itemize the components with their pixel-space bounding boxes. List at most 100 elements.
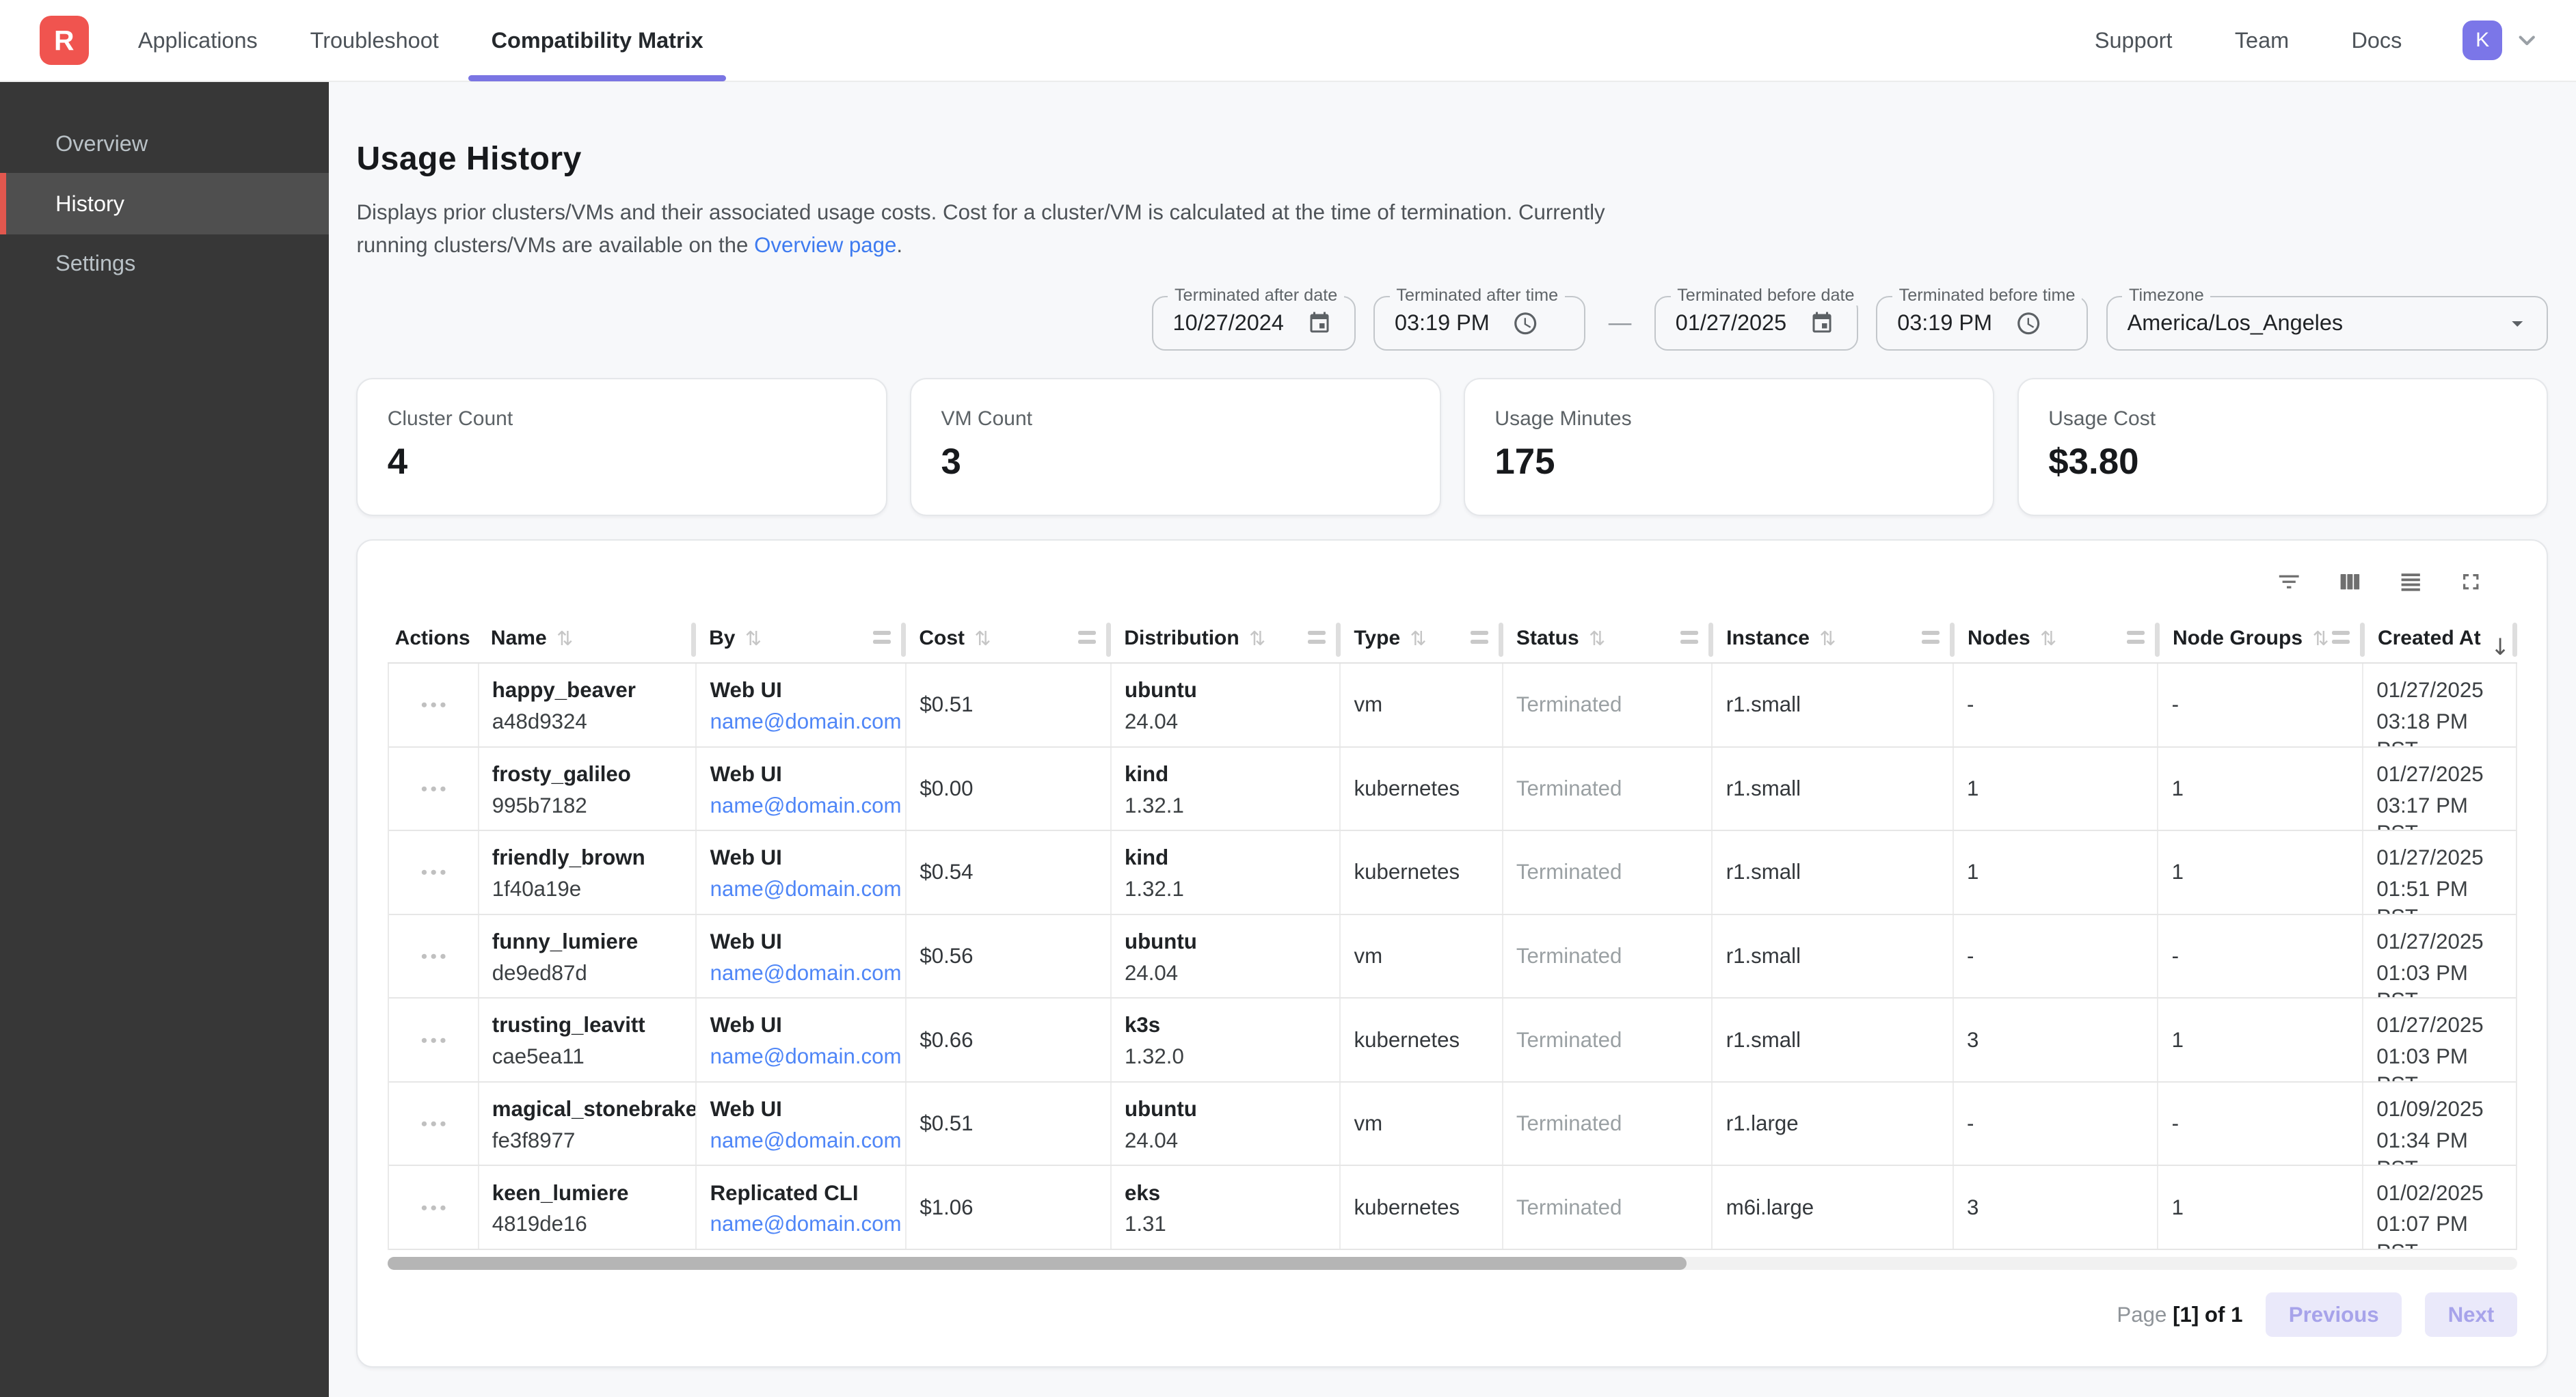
sort-icon[interactable]: ⇅	[1249, 627, 1266, 651]
filter-label: Timezone	[2122, 286, 2211, 306]
created-by-email-link[interactable]: name@domain.com	[710, 709, 902, 733]
column-separator[interactable]	[2154, 623, 2160, 657]
column-separator[interactable]	[1335, 623, 1341, 657]
nav-item-compatibility-matrix[interactable]: Compatibility Matrix	[465, 0, 729, 82]
filter-terminated-after-time[interactable]: Terminated after time 03:19 PM	[1373, 286, 1586, 351]
column-header-cost[interactable]: Cost ⇅	[906, 614, 1112, 662]
created-by-email-link[interactable]: name@domain.com	[710, 793, 902, 817]
calendar-icon[interactable]	[1307, 311, 1332, 336]
filter-timezone[interactable]: Timezone America/Los_Angeles	[2106, 286, 2549, 351]
chevron-down-icon[interactable]	[2514, 27, 2540, 53]
sort-desc-icon[interactable]: ↓	[2491, 634, 2510, 661]
filter-icon[interactable]	[2276, 569, 2302, 595]
column-header-by[interactable]: By ⇅	[696, 614, 907, 662]
column-separator[interactable]	[2359, 623, 2365, 657]
column-menu-icon[interactable]	[1078, 631, 1097, 645]
row-actions-menu-icon[interactable]: ●●●	[420, 865, 449, 879]
column-header-status[interactable]: Status ⇅	[1503, 614, 1713, 662]
filter-terminated-after-date[interactable]: Terminated after date 10/27/2024	[1151, 286, 1356, 351]
column-header-distribution[interactable]: Distribution ⇅	[1111, 614, 1341, 662]
sidebar-item-settings[interactable]: Settings	[55, 251, 136, 276]
row-actions-menu-icon[interactable]: ●●●	[420, 1033, 449, 1046]
created-by-source: Web UI	[710, 1013, 782, 1037]
column-header-type[interactable]: Type ⇅	[1341, 614, 1503, 662]
column-menu-icon[interactable]	[1470, 631, 1489, 645]
sidebar-item-overview[interactable]: Overview	[55, 131, 148, 157]
sort-icon[interactable]: ⇅	[2040, 627, 2057, 651]
avatar[interactable]: K	[2463, 21, 2502, 60]
column-header-node-groups[interactable]: Node Groups ⇅	[2160, 614, 2365, 662]
row-actions-menu-icon[interactable]: ●●●	[420, 698, 449, 711]
calendar-icon[interactable]	[1810, 311, 1834, 336]
stat-label: Usage Cost	[2048, 407, 2156, 431]
column-separator[interactable]	[1708, 623, 1713, 657]
fullscreen-icon[interactable]	[2458, 569, 2484, 595]
cluster-name: funny_lumiere	[492, 929, 639, 953]
sort-icon[interactable]: ⇅	[1410, 627, 1427, 651]
cluster-name: happy_beaver	[492, 678, 636, 703]
created-by-email-link[interactable]: name@domain.com	[710, 960, 902, 985]
column-menu-icon[interactable]	[873, 631, 891, 645]
nav-item-docs[interactable]: Docs	[2351, 27, 2402, 53]
sort-icon[interactable]: ⇅	[1819, 627, 1836, 651]
nav-item-support[interactable]: Support	[2094, 27, 2173, 53]
row-actions-menu-icon[interactable]: ●●●	[420, 1117, 449, 1130]
created-date: 01/27/2025	[2376, 845, 2484, 870]
filter-terminated-before-date[interactable]: Terminated before date 01/27/2025	[1654, 286, 1862, 351]
table-toolbar	[358, 541, 2547, 614]
column-menu-icon[interactable]	[1921, 631, 1940, 645]
distribution-name: k3s	[1125, 1013, 1161, 1037]
column-menu-icon[interactable]	[2331, 631, 2350, 645]
column-menu-icon[interactable]	[2126, 631, 2145, 645]
created-by-email-link[interactable]: name@domain.com	[710, 877, 902, 901]
cell-actions: ●●●	[389, 747, 479, 830]
column-separator[interactable]	[2512, 623, 2517, 657]
column-separator[interactable]	[900, 623, 907, 657]
previous-button[interactable]: Previous	[2266, 1292, 2402, 1338]
cluster-name: trusting_leavitt	[492, 1013, 645, 1037]
primary-nav: Applications Troubleshoot Compatibility Ma…	[111, 0, 729, 82]
sort-icon[interactable]: ⇅	[556, 627, 574, 651]
created-by-email-link[interactable]: name@domain.com	[710, 1128, 902, 1152]
overview-page-link[interactable]: Overview page	[754, 232, 897, 257]
row-actions-menu-icon[interactable]: ●●●	[420, 949, 449, 962]
sort-icon[interactable]: ⇅	[974, 627, 991, 651]
column-header-name[interactable]: Name ⇅	[478, 614, 696, 662]
clock-icon[interactable]	[2015, 310, 2041, 336]
sort-icon[interactable]: ⇅	[744, 627, 762, 651]
clock-icon[interactable]	[1512, 310, 1538, 336]
nav-item-team[interactable]: Team	[2234, 27, 2290, 53]
sort-icon[interactable]: ⇅	[1589, 627, 1606, 651]
created-date: 01/09/2025	[2376, 1097, 2484, 1122]
filter-terminated-before-time[interactable]: Terminated before time 03:19 PM	[1876, 286, 2089, 351]
column-menu-icon[interactable]	[1680, 631, 1699, 645]
column-header-nodes[interactable]: Nodes ⇅	[1955, 614, 2160, 662]
columns-icon[interactable]	[2337, 569, 2363, 595]
sort-icon[interactable]: ⇅	[2312, 627, 2329, 651]
sidebar-item-history[interactable]: History	[0, 173, 329, 235]
created-by-email-link[interactable]: name@domain.com	[710, 1212, 902, 1236]
cell-cost: $0.54	[907, 831, 1112, 914]
column-header-created-at[interactable]: Created At ↓	[2365, 614, 2517, 662]
column-separator[interactable]	[1498, 623, 1503, 657]
column-header-instance[interactable]: Instance ⇅	[1713, 614, 1955, 662]
next-button[interactable]: Next	[2424, 1292, 2517, 1338]
density-icon[interactable]	[2398, 569, 2424, 595]
row-actions-menu-icon[interactable]: ●●●	[420, 781, 449, 795]
table-row: ●●● funny_lumiere de9ed87d Web UI name@domai…	[388, 914, 2516, 999]
scrollbar-thumb[interactable]	[387, 1256, 1687, 1270]
replicated-logo[interactable]: R	[39, 16, 89, 66]
created-time: 01:34 PM PST	[2376, 1128, 2468, 1165]
column-separator[interactable]	[1949, 623, 1955, 657]
column-menu-icon[interactable]	[1308, 631, 1326, 645]
caret-down-icon[interactable]	[2504, 310, 2530, 336]
cell-status: Terminated	[1503, 999, 1713, 1081]
created-by-email-link[interactable]: name@domain.com	[710, 1044, 902, 1069]
column-separator[interactable]	[690, 623, 696, 657]
column-separator[interactable]	[1105, 623, 1112, 657]
column-label: Status	[1516, 627, 1579, 650]
nav-item-applications[interactable]: Applications	[137, 27, 258, 53]
nav-item-troubleshoot[interactable]: Troubleshoot	[310, 27, 439, 53]
row-actions-menu-icon[interactable]: ●●●	[420, 1200, 449, 1214]
